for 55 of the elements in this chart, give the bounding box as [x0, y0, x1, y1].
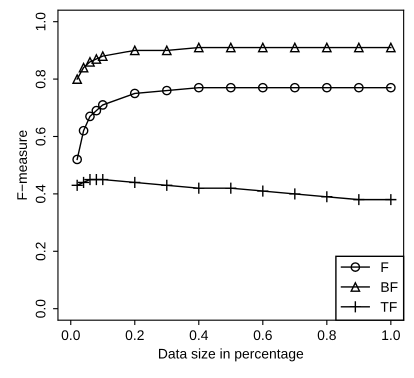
point: [92, 54, 102, 64]
point: [352, 193, 366, 206]
point: [256, 184, 270, 198]
point: [85, 112, 95, 122]
x-tick-label: 0.0: [62, 330, 80, 340]
y-tick-label: 0.2: [36, 242, 46, 260]
x-tick-label: 0.4: [190, 330, 208, 340]
point: [320, 190, 334, 204]
point: [92, 106, 102, 116]
point: [160, 179, 174, 192]
point: [288, 188, 302, 200]
point: [258, 42, 268, 52]
point: [354, 82, 364, 93]
legend-label: BF: [381, 282, 398, 292]
x-tick-label: 0.6: [254, 330, 272, 340]
point: [194, 82, 204, 93]
point: [290, 82, 300, 93]
point: [96, 173, 110, 186]
point: [258, 82, 268, 93]
point: [290, 42, 300, 52]
x-tick-label: 0.2: [126, 330, 144, 340]
point: [162, 86, 172, 96]
point: [386, 82, 396, 93]
point: [226, 42, 236, 52]
y-axis-title: F−measure: [17, 130, 27, 200]
y-tick-label: 1.0: [36, 12, 46, 30]
y-tick-label: 0.8: [36, 70, 46, 88]
point: [72, 74, 82, 84]
point: [386, 42, 396, 52]
point: [322, 82, 332, 93]
point: [130, 46, 140, 56]
x-axis-title: Data size in percentage: [158, 348, 304, 362]
point: [224, 182, 238, 194]
point: [128, 176, 142, 189]
point: [98, 51, 108, 61]
point: [130, 88, 140, 98]
point: [78, 62, 88, 72]
point: [354, 42, 364, 52]
y-tick-label: 0.6: [36, 127, 46, 146]
point: [162, 46, 172, 56]
point: [192, 182, 206, 194]
point: [322, 42, 332, 52]
point: [85, 57, 95, 67]
y-tick-label: 0.4: [36, 184, 46, 203]
y-tick-label: 0.0: [36, 300, 46, 318]
point: [226, 82, 236, 93]
legend-label: F: [381, 262, 388, 272]
point: [98, 100, 108, 110]
point: [384, 193, 398, 206]
x-tick-label: 1.0: [382, 330, 400, 340]
point: [194, 42, 204, 52]
x-tick-label: 0.8: [318, 330, 336, 340]
legend-label: TF: [380, 302, 397, 312]
point: [78, 126, 88, 136]
point: [72, 154, 82, 164]
